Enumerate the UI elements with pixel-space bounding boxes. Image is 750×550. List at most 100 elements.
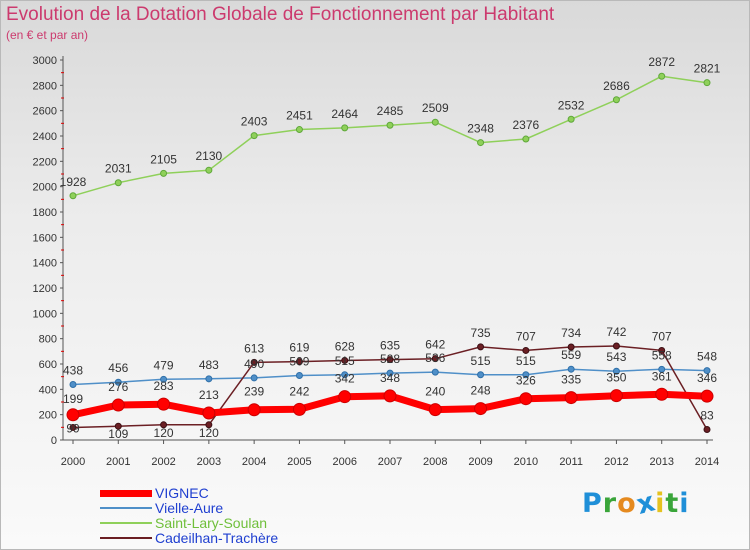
data-label: 742 (606, 325, 626, 339)
y-tick-label: 600 (39, 359, 57, 371)
x-tick-label: 2006 (332, 456, 356, 468)
data-label: 346 (697, 371, 717, 385)
y-tick-label: 800 (39, 334, 57, 346)
y-tick-label: 1000 (33, 308, 57, 320)
x-tick-label: 2009 (468, 456, 492, 468)
data-point (612, 96, 620, 104)
data-label: 239 (244, 385, 264, 399)
data-point (477, 139, 485, 147)
data-point (386, 121, 394, 129)
legend-swatch (100, 507, 152, 509)
data-label: 83 (700, 408, 714, 422)
data-point (160, 169, 168, 177)
legend-swatch (100, 489, 152, 497)
data-point (114, 179, 122, 187)
proxiti-logo: Proxiti (582, 486, 690, 521)
legend-swatch (100, 522, 152, 524)
data-point (567, 365, 575, 373)
data-label: 2130 (196, 149, 223, 163)
data-label: 199 (63, 392, 83, 406)
y-tick-label: 2400 (33, 131, 57, 143)
data-label: 707 (652, 329, 672, 343)
data-point (341, 371, 349, 379)
data-point (474, 402, 488, 416)
data-point (655, 387, 669, 401)
y-tick-label: 1200 (33, 283, 57, 295)
chart-subtitle: (en € et par an) (6, 28, 89, 42)
y-tick-label: 2600 (33, 106, 57, 118)
data-point (69, 192, 77, 200)
data-label: 276 (108, 380, 128, 394)
data-point (431, 118, 439, 126)
data-point (658, 365, 666, 373)
data-point (522, 371, 530, 379)
data-label: 490 (244, 357, 264, 371)
data-label: 2821 (694, 62, 721, 76)
data-label: 536 (425, 351, 445, 365)
legend-label: Cadeilhan-Trachère (155, 530, 279, 546)
x-tick-label: 2011 (559, 456, 583, 468)
data-label: 361 (652, 369, 672, 383)
data-point (250, 132, 258, 140)
data-point (519, 392, 533, 406)
data-point (250, 358, 258, 366)
data-point (567, 115, 575, 123)
data-point (111, 398, 125, 412)
chart-title: Evolution de la Dotation Globale de Fonc… (6, 4, 555, 25)
logo-letter: o (617, 488, 637, 519)
data-point (477, 343, 485, 351)
legend-item: Vielle-Aure (100, 500, 360, 516)
data-label: 515 (335, 354, 355, 368)
y-tick-label: 3000 (33, 55, 57, 67)
data-label: 2403 (241, 115, 268, 129)
y-tick-label: 1600 (33, 232, 57, 244)
x-tick-label: 2007 (378, 456, 402, 468)
data-point (477, 371, 485, 379)
y-tick-label: 0 (51, 435, 57, 447)
data-point (114, 378, 122, 386)
data-point (160, 421, 168, 429)
data-point (69, 381, 77, 389)
data-label: 559 (561, 348, 581, 362)
data-label: 438 (63, 364, 83, 378)
data-point (428, 403, 442, 417)
data-point (247, 403, 261, 417)
data-point (658, 72, 666, 80)
data-point (386, 369, 394, 377)
logo-letter: i (679, 488, 690, 519)
data-label: 479 (154, 358, 174, 372)
data-label: 283 (154, 379, 174, 393)
data-point (250, 374, 258, 382)
logo-letter: i (655, 488, 666, 519)
data-point (205, 375, 213, 383)
legend: VIGNEC Vielle-Aure Saint-Lary-Soulan Cadeil… (100, 485, 360, 546)
data-point (522, 135, 530, 143)
y-tick-label: 200 (39, 410, 57, 422)
data-label: 350 (606, 371, 626, 385)
data-point (341, 124, 349, 132)
data-label: 628 (335, 339, 355, 353)
data-label: 342 (335, 372, 355, 386)
data-point (386, 356, 394, 364)
data-label: 2348 (467, 122, 494, 136)
data-label: 2686 (603, 79, 630, 93)
series-line-saint-lary-soulan (72, 75, 708, 197)
data-label: 734 (561, 326, 581, 340)
logo-letter: P (582, 488, 603, 519)
data-label: 2464 (331, 107, 358, 121)
legend-item: Saint-Lary-Soulan (100, 515, 360, 531)
data-point (700, 389, 714, 403)
logo-letter: t (665, 488, 680, 519)
data-label: 99 (66, 421, 80, 435)
data-label: 213 (199, 388, 219, 402)
data-label: 528 (380, 352, 400, 366)
data-label: 548 (697, 350, 717, 364)
x-tick-label: 2014 (695, 456, 719, 468)
legend-label: Vielle-Aure (155, 500, 224, 516)
data-label: 735 (471, 326, 491, 340)
x-tick-label: 2013 (649, 456, 673, 468)
data-label: 2485 (377, 104, 404, 118)
data-label: 543 (606, 350, 626, 364)
data-label: 335 (561, 373, 581, 387)
